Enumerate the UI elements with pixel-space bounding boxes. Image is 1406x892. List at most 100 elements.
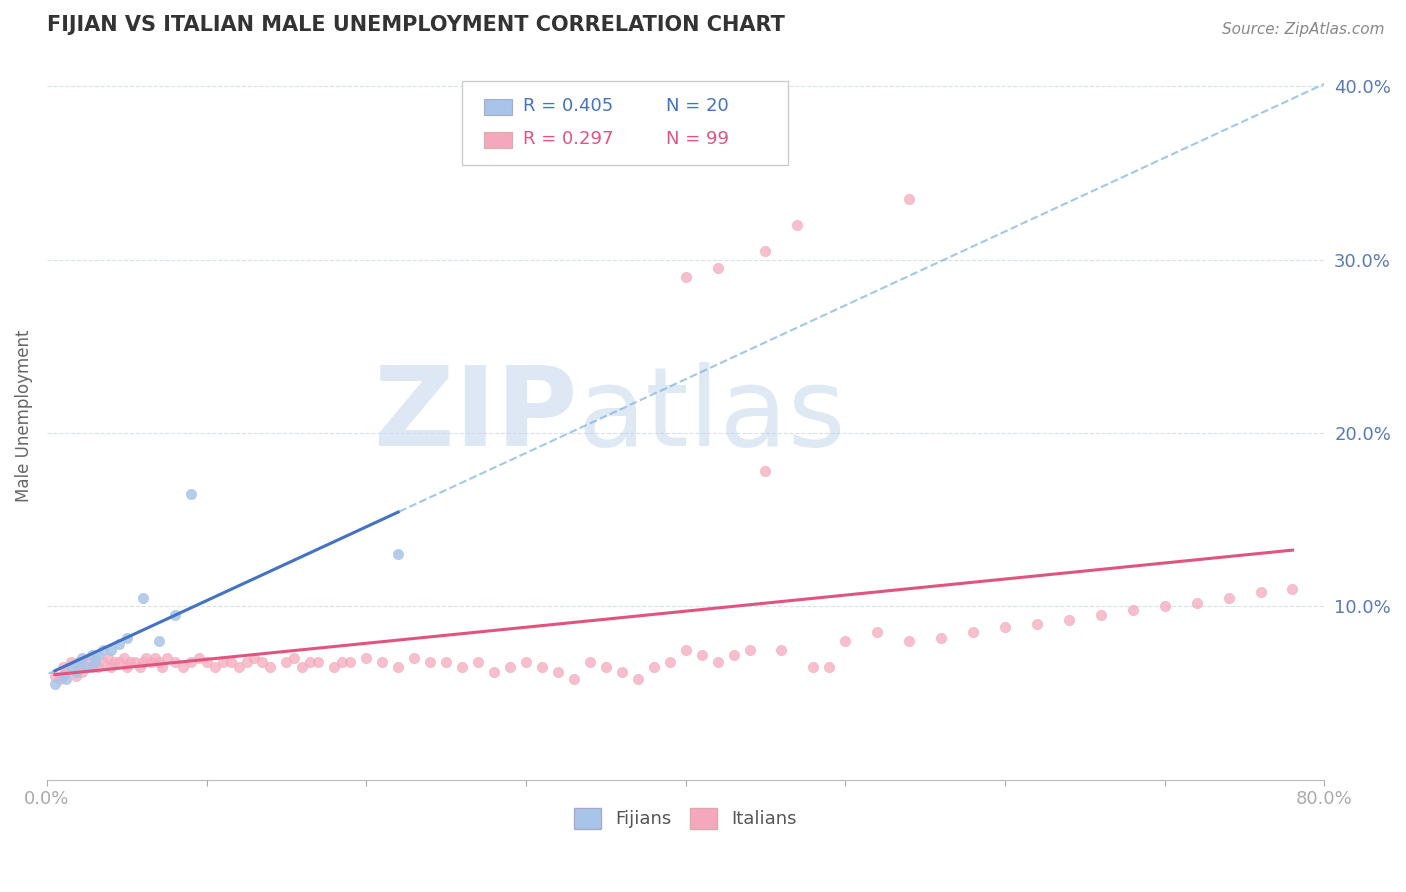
Point (1250, 585, 1272, 599)
Point (135, 651, 157, 665)
Point (180, 655, 202, 669)
Point (59, 660, 82, 674)
Point (112, 651, 135, 665)
Point (259, 660, 281, 674)
Point (371, 655, 394, 669)
Point (530, 660, 553, 674)
Point (1218, 591, 1240, 605)
Point (67, 660, 90, 674)
Point (754, 464, 776, 478)
Point (1122, 603, 1144, 617)
Point (404, 651, 426, 665)
Point (330, 655, 353, 669)
Point (595, 660, 617, 674)
Point (339, 655, 361, 669)
Point (994, 620, 1017, 634)
Point (834, 634, 856, 648)
Point (1090, 607, 1112, 622)
Text: R = 0.405: R = 0.405 (523, 97, 613, 115)
Point (103, 655, 125, 669)
Text: R = 0.297: R = 0.297 (523, 130, 614, 148)
Point (252, 655, 274, 669)
Legend: Fijians, Italians: Fijians, Italians (567, 801, 804, 836)
Point (307, 655, 329, 669)
Point (866, 625, 889, 640)
Point (83, 651, 105, 665)
Point (124, 655, 146, 669)
Point (675, 642, 697, 657)
Point (482, 665, 505, 680)
Point (195, 655, 218, 669)
Point (434, 655, 457, 669)
Point (276, 655, 298, 669)
Point (55, 672, 77, 686)
Text: N = 20: N = 20 (666, 97, 730, 115)
Point (52, 668, 75, 682)
Point (107, 637, 129, 651)
Point (76, 655, 98, 669)
FancyBboxPatch shape (484, 132, 512, 148)
Point (786, 218, 808, 232)
Text: N = 99: N = 99 (666, 130, 730, 148)
Point (627, 672, 650, 686)
Point (59, 655, 82, 669)
Point (723, 648, 745, 662)
Point (80, 660, 103, 674)
Point (76, 660, 98, 674)
Point (172, 660, 194, 674)
Point (87, 660, 110, 674)
Text: Source: ZipAtlas.com: Source: ZipAtlas.com (1222, 22, 1385, 37)
Point (643, 660, 665, 674)
Point (610, 665, 633, 680)
Point (91, 655, 114, 669)
FancyBboxPatch shape (484, 99, 512, 115)
Point (658, 655, 681, 669)
Point (579, 655, 602, 669)
Point (91, 642, 114, 657)
Point (55, 665, 77, 680)
Point (235, 655, 257, 669)
Point (187, 651, 209, 665)
Point (97, 651, 120, 665)
Point (1026, 616, 1049, 631)
Point (562, 672, 585, 686)
Point (1185, 596, 1208, 610)
Point (291, 660, 314, 674)
Point (451, 660, 474, 674)
Point (387, 547, 409, 561)
Point (675, 270, 697, 285)
Point (818, 660, 841, 674)
Point (356, 651, 378, 665)
Point (128, 660, 150, 674)
Y-axis label: Male Unemployment: Male Unemployment (15, 329, 32, 502)
Point (204, 660, 226, 674)
Point (1153, 599, 1175, 614)
Text: ZIP: ZIP (374, 362, 576, 469)
Point (44, 677, 66, 691)
Point (898, 634, 921, 648)
Point (299, 655, 322, 669)
Point (67, 655, 90, 669)
Point (163, 607, 186, 622)
Point (515, 655, 537, 669)
Point (131, 591, 153, 605)
Point (211, 655, 233, 669)
Point (80, 648, 103, 662)
Point (770, 642, 793, 657)
Point (131, 655, 153, 669)
Text: atlas: atlas (576, 362, 845, 469)
Point (115, 631, 138, 645)
Point (283, 651, 305, 665)
Point (228, 660, 250, 674)
Point (706, 261, 728, 276)
Point (323, 660, 346, 674)
Point (803, 660, 825, 674)
Text: FIJIAN VS ITALIAN MALE UNEMPLOYMENT CORRELATION CHART: FIJIAN VS ITALIAN MALE UNEMPLOYMENT CORR… (46, 15, 785, 35)
Point (148, 655, 170, 669)
Point (754, 244, 776, 259)
Point (219, 655, 242, 669)
Point (419, 655, 441, 669)
Point (163, 655, 186, 669)
Point (52, 660, 75, 674)
Point (387, 660, 409, 674)
